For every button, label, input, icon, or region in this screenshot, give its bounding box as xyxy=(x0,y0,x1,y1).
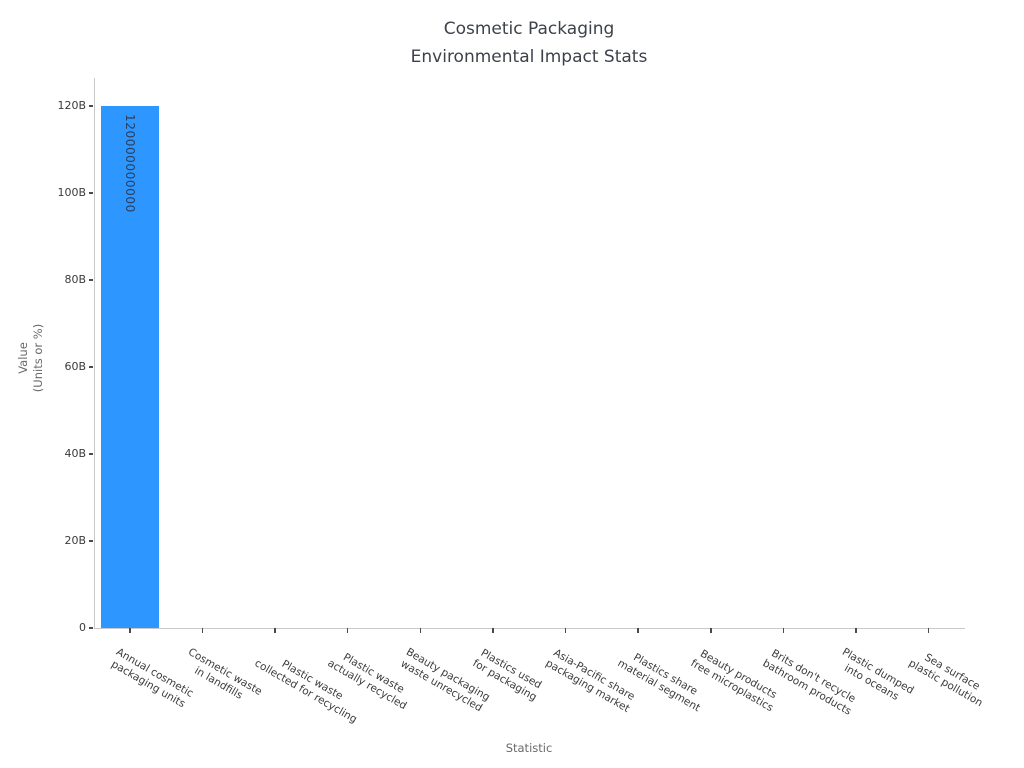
x-tick-mark xyxy=(710,628,712,633)
y-tick-mark xyxy=(89,105,93,107)
x-tick-label: Annual cosmetic packaging units xyxy=(108,646,196,711)
y-tick-mark xyxy=(89,540,93,542)
y-axis-spine xyxy=(93,78,95,628)
y-axis-title: Value (Units or %) xyxy=(16,323,45,393)
x-tick-mark xyxy=(564,628,567,633)
y-tick-label: 60B xyxy=(64,360,86,373)
x-tick-label: Cosmetic waste in landfills xyxy=(186,646,265,702)
y-tick-label: 80B xyxy=(64,273,86,286)
x-tick-mark xyxy=(419,628,421,633)
x-axis-spine xyxy=(93,628,965,630)
y-tick-mark xyxy=(89,453,93,455)
y-tick-label: 100B xyxy=(57,186,86,199)
chart-title-line1: Cosmetic Packaging xyxy=(443,19,615,39)
y-tick-label: 40B xyxy=(64,447,86,460)
y-tick-label: 120B xyxy=(57,99,86,112)
x-tick-mark xyxy=(927,628,930,633)
y-tick-mark xyxy=(89,366,93,368)
chart-title-line2: Environmental Impact Stats xyxy=(410,47,648,67)
y-tick-label: 20B xyxy=(64,534,86,547)
x-tick-mark xyxy=(782,628,785,633)
y-tick-mark xyxy=(89,627,93,629)
x-tick-mark xyxy=(346,628,349,633)
x-tick-mark xyxy=(274,628,276,633)
chart-title: Cosmetic Packaging Environmental Impact … xyxy=(93,15,965,71)
x-tick-mark xyxy=(129,628,131,633)
y-tick-mark xyxy=(89,279,93,281)
y-tick-label: 0 xyxy=(79,621,86,634)
x-tick-mark xyxy=(637,628,639,633)
x-axis-title: Statistic xyxy=(505,741,553,755)
x-tick-mark xyxy=(855,628,857,633)
x-tick-mark xyxy=(492,628,494,633)
bar xyxy=(100,106,159,628)
x-tick-mark xyxy=(201,628,204,633)
bar-value-label: 120000000000 xyxy=(122,114,137,213)
y-tick-mark xyxy=(89,192,93,194)
x-tick-label: Sea surface plastic pollution xyxy=(906,651,985,710)
